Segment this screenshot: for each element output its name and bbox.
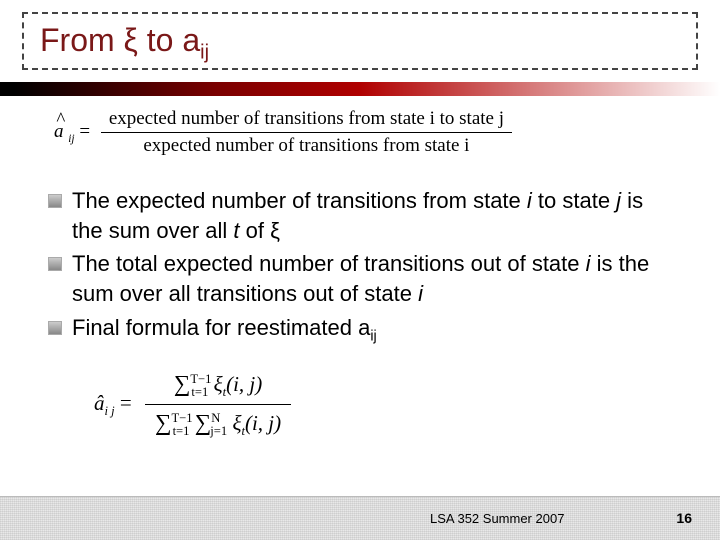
bullet-text-part: i — [418, 281, 423, 306]
bullet-item: The expected number of transitions from … — [48, 186, 672, 245]
bullet-text: Final formula for reestimated aij — [72, 313, 672, 347]
bullet-marker-icon — [48, 257, 62, 271]
den1-lower: t=1 — [173, 424, 190, 438]
title-xi: ξ — [124, 22, 138, 58]
num-xi: ξ — [214, 372, 223, 396]
formula2-eq: = — [120, 391, 137, 415]
bullet-marker-icon — [48, 194, 62, 208]
formula2-ahat: â — [94, 391, 105, 415]
page-number: 16 — [676, 510, 692, 526]
bullet-item: The total expected number of transitions… — [48, 249, 672, 308]
divider-bar — [0, 82, 720, 96]
bullet-text-part: The expected number of transitions from … — [72, 188, 527, 213]
bullet-item: Final formula for reestimated aij — [48, 313, 672, 347]
footer-text: LSA 352 Summer 2007 — [430, 511, 564, 526]
den2-lower: j=1 — [210, 424, 227, 438]
title-sub: ij — [200, 41, 209, 63]
bullet-text-part: Final formula for reestimated a — [72, 315, 370, 340]
formula2-fraction: ∑T−1t=1 ξt(i, j) ∑T−1t=1 ∑Nj=1 ξt(i, j) — [145, 370, 291, 439]
den-args: (i, j) — [245, 411, 281, 435]
title-prefix: From — [40, 22, 124, 58]
bullet-text-part: The total expected number of transitions… — [72, 251, 586, 276]
num-lower: t=1 — [191, 385, 208, 399]
den-sigma1: ∑ — [155, 409, 171, 435]
title-box: From ξ to aij — [22, 12, 698, 70]
bullet-list: The expected number of transitions from … — [48, 186, 672, 350]
formula1-eq: = — [75, 121, 90, 142]
bullet-text-part: of ξ — [240, 218, 280, 243]
bullet-text: The expected number of transitions from … — [72, 186, 672, 245]
formula1-fraction: expected number of transitions from stat… — [101, 108, 512, 157]
title-mid: to a — [138, 22, 200, 58]
bullet-text-part: to state — [532, 188, 616, 213]
formula2-denominator: ∑T−1t=1 ∑Nj=1 ξt(i, j) — [145, 405, 291, 439]
num-args: (i, j) — [226, 372, 262, 396]
formula1-denominator: expected number of transitions from stat… — [101, 133, 512, 157]
footer-bar — [0, 496, 720, 540]
den-sigma2: ∑ — [195, 409, 211, 435]
formula1-hat: ^ — [56, 109, 64, 131]
formula-aij-sums: âi j = ∑T−1t=1 ξt(i, j) ∑T−1t=1 ∑Nj=1 ξt… — [94, 370, 291, 439]
bullet-marker-icon — [48, 321, 62, 335]
bullet-text: The total expected number of transitions… — [72, 249, 672, 308]
formula2-sub: i j — [105, 404, 115, 418]
formula-aij-ratio: ^ a ij = expected number of transitions … — [54, 108, 512, 157]
formula2-lhs: âi j — [94, 391, 115, 419]
formula1-numerator: expected number of transitions from stat… — [101, 108, 512, 133]
formula1-lhs: ^ a ij = — [54, 121, 90, 145]
bullet-text-part: ij — [370, 328, 376, 344]
slide-title: From ξ to aij — [40, 22, 209, 58]
formula2-numerator: ∑T−1t=1 ξt(i, j) — [145, 370, 291, 405]
num-sigma: ∑ — [174, 370, 190, 396]
num-upper: T−1 — [190, 372, 211, 386]
